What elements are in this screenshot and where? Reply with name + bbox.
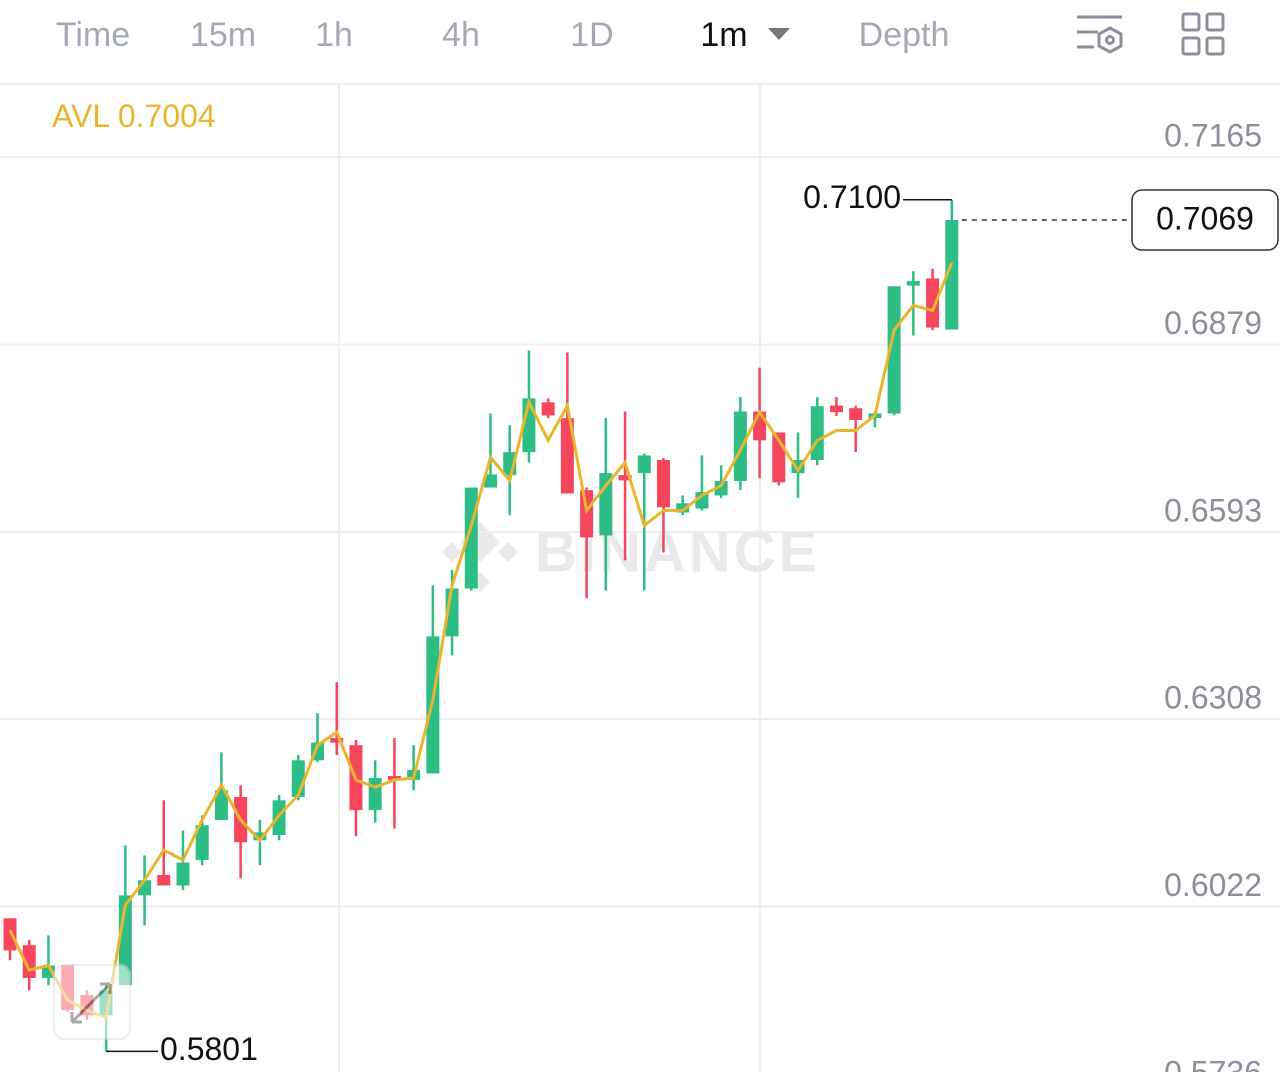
candle-body: [560, 418, 574, 494]
candle-body: [368, 777, 382, 811]
y-tick-label: 0.6022: [1164, 867, 1262, 903]
avl-value: 0.7004: [118, 98, 216, 134]
price-box: [1131, 189, 1279, 251]
price-label: 0.7069: [1156, 201, 1254, 237]
candle-body: [714, 480, 728, 496]
candle-body: [214, 790, 228, 820]
plot-area: BINANCE: [0, 85, 1280, 1072]
candle-body: [906, 281, 920, 286]
y-tick-label: 0.6308: [1164, 679, 1262, 715]
candle-body: [945, 220, 959, 330]
tab[interactable]: Depth: [859, 16, 950, 54]
candle-body: [176, 862, 190, 886]
candle-body: [330, 737, 344, 743]
y-tick-label: 0.7165: [1164, 118, 1262, 154]
candle-body: [733, 411, 747, 481]
tab[interactable]: 1D: [570, 16, 613, 54]
low-label: 0.5801: [160, 1031, 258, 1067]
settings-icon[interactable]: [1077, 15, 1123, 54]
tab[interactable]: 15m: [190, 16, 256, 54]
candle-body: [676, 503, 690, 513]
high-label: 0.7100: [803, 179, 901, 215]
candle-body: [157, 875, 171, 886]
y-tick-label: 0.6593: [1164, 493, 1262, 529]
candle-body: [810, 406, 824, 461]
avl-line: [8, 262, 954, 1021]
candle-body: [580, 490, 594, 538]
tab[interactable]: Time: [56, 16, 130, 54]
candle-body: [484, 474, 497, 488]
y-tick-label: 0.6879: [1164, 305, 1262, 341]
avl-legend: AVL 0.7004: [52, 98, 216, 134]
candle-body: [656, 460, 670, 508]
candle-body: [387, 776, 401, 780]
tab[interactable]: 1h: [315, 16, 353, 54]
dropdown-arrow: [768, 28, 790, 40]
candle-body: [195, 825, 209, 860]
tab[interactable]: 1m: [700, 16, 747, 54]
candle-body: [253, 832, 267, 841]
layout-icon[interactable]: [1181, 12, 1225, 56]
candle-body: [637, 455, 651, 474]
watermark: BINANCE: [535, 519, 820, 584]
y-tick-label: 0.5736: [1164, 1054, 1262, 1072]
tab-bar: Time 15m 1h 4h 1D 1m Depth: [56, 16, 950, 54]
candle-body: [618, 475, 632, 481]
candle-body: [849, 408, 863, 421]
candle-body: [829, 405, 843, 413]
expand-icon[interactable]: [53, 964, 131, 1040]
candle-body: [887, 286, 901, 414]
avl-label: AVL: [52, 98, 109, 134]
candle-body: [541, 402, 555, 416]
candle-body: [926, 278, 940, 328]
candle-body: [3, 918, 17, 951]
tab[interactable]: 4h: [442, 16, 480, 54]
candle-body: [753, 411, 767, 441]
